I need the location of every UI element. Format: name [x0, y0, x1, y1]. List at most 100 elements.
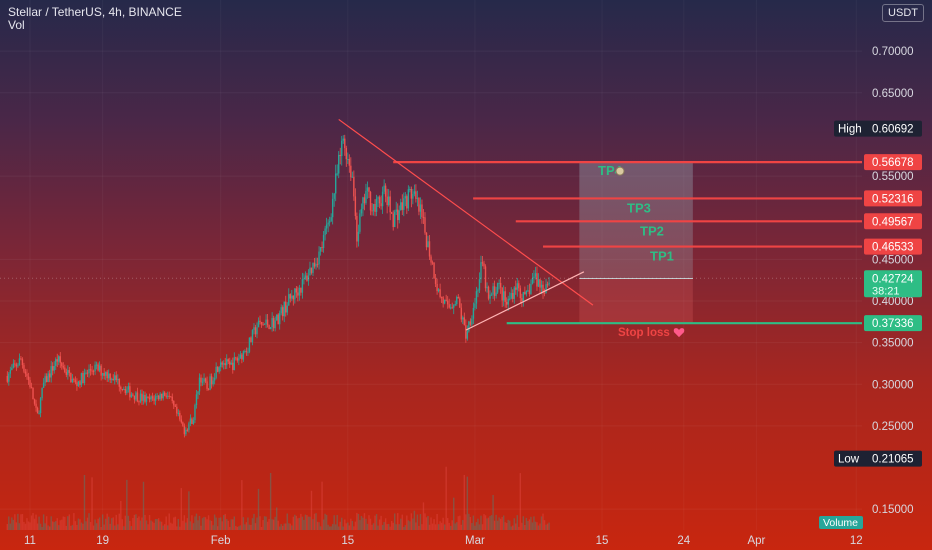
- candle-body[interactable]: [424, 217, 426, 233]
- candle-body[interactable]: [121, 389, 124, 391]
- candle-body[interactable]: [392, 213, 394, 228]
- candle-body[interactable]: [200, 377, 202, 383]
- candle-body[interactable]: [36, 407, 39, 414]
- ascending-trendline[interactable]: [465, 271, 585, 331]
- candle-body[interactable]: [436, 283, 438, 292]
- candle-body[interactable]: [469, 321, 472, 325]
- candle-body[interactable]: [421, 204, 423, 217]
- candle-body[interactable]: [490, 294, 493, 296]
- candle-body[interactable]: [472, 307, 475, 319]
- candle-body[interactable]: [504, 291, 506, 302]
- currency-button[interactable]: USDT: [882, 4, 924, 22]
- candle-body[interactable]: [294, 288, 296, 300]
- candle-body[interactable]: [76, 382, 78, 386]
- candle-body[interactable]: [135, 392, 137, 400]
- candle-body[interactable]: [533, 276, 535, 279]
- candle-body[interactable]: [185, 429, 187, 435]
- candle-body[interactable]: [80, 373, 83, 385]
- candle-body[interactable]: [130, 394, 133, 398]
- candle-body[interactable]: [342, 138, 344, 141]
- candle-body[interactable]: [118, 378, 120, 387]
- candle-body[interactable]: [141, 393, 143, 401]
- candle-body[interactable]: [401, 202, 403, 210]
- candle-body[interactable]: [42, 382, 45, 388]
- candle-body[interactable]: [316, 263, 319, 265]
- candle-body[interactable]: [263, 323, 266, 325]
- candle-body[interactable]: [548, 282, 550, 285]
- candle-body[interactable]: [527, 290, 529, 292]
- candle-body[interactable]: [139, 393, 142, 402]
- candle-body[interactable]: [23, 365, 25, 372]
- candle-body[interactable]: [111, 378, 113, 380]
- candle-body[interactable]: [465, 325, 467, 339]
- candle-body[interactable]: [492, 286, 494, 295]
- candle-body[interactable]: [468, 321, 470, 332]
- candle-body[interactable]: [377, 197, 379, 199]
- candle-body[interactable]: [55, 359, 57, 366]
- candle-body[interactable]: [8, 373, 10, 382]
- candle-body[interactable]: [315, 263, 317, 267]
- candle-body[interactable]: [433, 262, 435, 279]
- candle-body[interactable]: [265, 319, 267, 324]
- candle-body[interactable]: [53, 365, 55, 371]
- candle-body[interactable]: [389, 196, 391, 213]
- candle-body[interactable]: [430, 256, 432, 263]
- candle-body[interactable]: [29, 380, 31, 388]
- candle-body[interactable]: [400, 202, 402, 211]
- candle-body[interactable]: [412, 193, 414, 199]
- candle-body[interactable]: [250, 337, 252, 343]
- candle-body[interactable]: [233, 357, 235, 371]
- candle-body[interactable]: [219, 362, 222, 368]
- candle-body[interactable]: [224, 363, 226, 366]
- candle-body[interactable]: [188, 423, 190, 430]
- candle-body[interactable]: [150, 396, 152, 400]
- candle-body[interactable]: [283, 301, 285, 317]
- candle-body[interactable]: [489, 294, 491, 299]
- candle-body[interactable]: [103, 372, 105, 376]
- candle-body[interactable]: [79, 381, 81, 385]
- candle-body[interactable]: [540, 284, 543, 288]
- candle-body[interactable]: [216, 366, 219, 372]
- candle-body[interactable]: [247, 351, 249, 353]
- candle-body[interactable]: [528, 290, 531, 294]
- candle-body[interactable]: [295, 288, 298, 293]
- candle-body[interactable]: [338, 154, 340, 174]
- candle-body[interactable]: [419, 204, 422, 212]
- candle-body[interactable]: [254, 327, 257, 335]
- candle-body[interactable]: [306, 275, 308, 281]
- candle-body[interactable]: [309, 267, 311, 276]
- candle-body[interactable]: [12, 363, 15, 368]
- candle-body[interactable]: [186, 429, 189, 431]
- candle-body[interactable]: [292, 295, 295, 300]
- candle-body[interactable]: [415, 191, 417, 199]
- candle-body[interactable]: [189, 418, 192, 424]
- candle-body[interactable]: [534, 273, 537, 277]
- candle-body[interactable]: [62, 366, 64, 368]
- candle-body[interactable]: [357, 231, 360, 242]
- candle-body[interactable]: [410, 188, 413, 199]
- candle-body[interactable]: [285, 301, 287, 313]
- candle-body[interactable]: [95, 364, 98, 366]
- candle-body[interactable]: [545, 284, 547, 294]
- candle-body[interactable]: [304, 275, 307, 279]
- candle-body[interactable]: [248, 337, 251, 352]
- candle-body[interactable]: [142, 394, 145, 401]
- candle-body[interactable]: [495, 292, 497, 296]
- candle-body[interactable]: [521, 298, 523, 302]
- candle-body[interactable]: [339, 154, 341, 157]
- candle-body[interactable]: [195, 394, 198, 406]
- candle-body[interactable]: [6, 375, 8, 382]
- candle-body[interactable]: [153, 398, 155, 401]
- candle-body[interactable]: [369, 191, 372, 211]
- candle-body[interactable]: [101, 372, 104, 376]
- candle-body[interactable]: [165, 395, 167, 397]
- candle-body[interactable]: [213, 377, 216, 381]
- candle-body[interactable]: [322, 235, 325, 249]
- candle-body[interactable]: [518, 283, 520, 289]
- candle-body[interactable]: [325, 224, 328, 229]
- candle-body[interactable]: [507, 298, 509, 305]
- candle-body[interactable]: [64, 367, 66, 373]
- candle-body[interactable]: [129, 386, 131, 398]
- candle-body[interactable]: [445, 299, 447, 301]
- candle-body[interactable]: [251, 330, 254, 343]
